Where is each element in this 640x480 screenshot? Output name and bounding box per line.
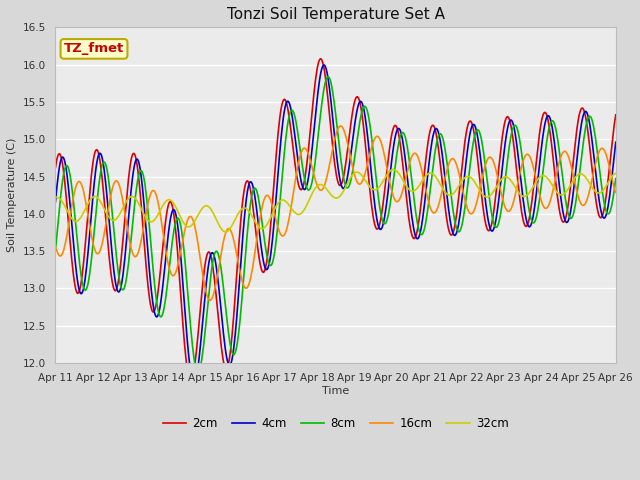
8cm bbox=[612, 176, 620, 181]
2cm bbox=[438, 179, 446, 184]
2cm bbox=[52, 165, 60, 170]
16cm bbox=[207, 298, 214, 303]
16cm bbox=[337, 123, 344, 129]
Y-axis label: Soil Temperature (C): Soil Temperature (C) bbox=[7, 138, 17, 252]
4cm bbox=[52, 199, 60, 204]
8cm bbox=[324, 74, 332, 80]
32cm bbox=[222, 229, 230, 235]
8cm bbox=[438, 133, 446, 139]
2cm bbox=[383, 167, 391, 173]
32cm bbox=[175, 210, 182, 216]
32cm bbox=[389, 167, 397, 172]
32cm bbox=[438, 185, 446, 191]
8cm bbox=[200, 345, 207, 351]
4cm bbox=[383, 198, 391, 204]
2cm bbox=[175, 260, 182, 266]
2cm bbox=[562, 214, 570, 220]
16cm bbox=[175, 260, 182, 265]
2cm bbox=[317, 56, 324, 62]
4cm bbox=[320, 62, 328, 68]
8cm bbox=[52, 247, 60, 253]
16cm bbox=[383, 165, 391, 171]
16cm bbox=[52, 245, 60, 251]
16cm bbox=[198, 271, 206, 276]
32cm bbox=[612, 170, 620, 176]
16cm bbox=[328, 151, 335, 156]
4cm bbox=[190, 380, 198, 385]
2cm bbox=[612, 112, 620, 118]
Line: 8cm: 8cm bbox=[56, 77, 616, 372]
4cm bbox=[562, 219, 570, 225]
Line: 4cm: 4cm bbox=[56, 65, 616, 383]
X-axis label: Time: Time bbox=[322, 385, 349, 396]
16cm bbox=[562, 149, 570, 155]
16cm bbox=[612, 189, 620, 195]
32cm bbox=[198, 205, 206, 211]
32cm bbox=[52, 194, 60, 200]
32cm bbox=[382, 173, 390, 179]
4cm bbox=[612, 139, 620, 145]
2cm bbox=[187, 378, 195, 384]
32cm bbox=[562, 189, 570, 195]
4cm bbox=[329, 113, 337, 119]
Line: 16cm: 16cm bbox=[56, 126, 616, 300]
32cm bbox=[328, 192, 335, 198]
Title: Tonzi Soil Temperature Set A: Tonzi Soil Temperature Set A bbox=[227, 7, 445, 22]
8cm bbox=[383, 217, 391, 223]
8cm bbox=[329, 88, 337, 94]
Text: TZ_fmet: TZ_fmet bbox=[64, 42, 124, 55]
8cm bbox=[175, 216, 182, 221]
16cm bbox=[438, 188, 446, 193]
4cm bbox=[438, 152, 446, 157]
Legend: 2cm, 4cm, 8cm, 16cm, 32cm: 2cm, 4cm, 8cm, 16cm, 32cm bbox=[158, 413, 513, 435]
8cm bbox=[562, 200, 570, 205]
Line: 32cm: 32cm bbox=[56, 169, 616, 232]
4cm bbox=[175, 229, 182, 235]
4cm bbox=[200, 311, 207, 317]
2cm bbox=[329, 142, 337, 147]
8cm bbox=[194, 369, 202, 375]
2cm bbox=[200, 276, 207, 281]
Line: 2cm: 2cm bbox=[56, 59, 616, 381]
